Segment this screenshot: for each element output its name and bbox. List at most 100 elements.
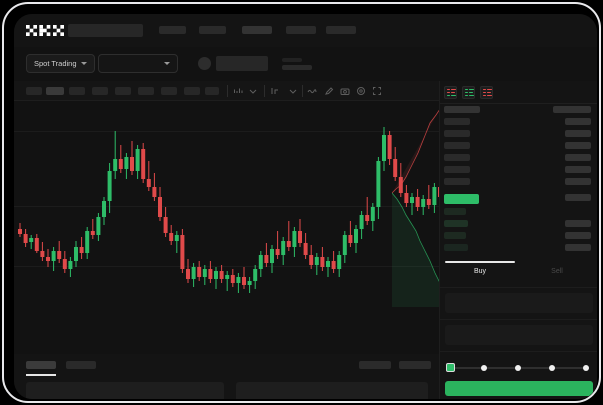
slider-stop-25[interactable]: [481, 364, 487, 371]
orderbook-ask-row-price[interactable]: [444, 166, 470, 173]
orders-action-1[interactable]: [359, 361, 391, 369]
toolbar-divider-3: [302, 85, 303, 97]
device-screen: Spot Trading: [14, 14, 597, 399]
market-type-label: Spot Trading: [34, 59, 77, 68]
nav-item-5[interactable]: [326, 26, 356, 34]
slider-handle[interactable]: [446, 363, 455, 372]
edit-pencil-icon[interactable]: [324, 86, 334, 96]
nav-item-4[interactable]: [286, 26, 316, 34]
orderbook-mode-asks-icon[interactable]: [480, 86, 493, 99]
orderbook-bid-row-size: [565, 244, 591, 251]
slider-stop-75[interactable]: [549, 364, 555, 371]
candlestick-series: [18, 127, 439, 293]
amount-percent-slider[interactable]: [446, 363, 589, 372]
stat-1-value: [282, 65, 312, 70]
chevron-down-icon[interactable]: [248, 86, 258, 96]
orderbook-bid-row-price[interactable]: [444, 220, 468, 227]
chevron-down-icon[interactable]: [288, 86, 298, 96]
chart-gridline: [14, 131, 439, 132]
chevron-down-icon: [164, 62, 170, 65]
orderbook-ask-row-price[interactable]: [444, 118, 470, 125]
form-divider-2: [440, 319, 597, 320]
global-search-input[interactable]: [68, 24, 143, 37]
orderbook-ask-row-price[interactable]: [444, 178, 470, 185]
timeframe-button-6[interactable]: [138, 87, 154, 95]
compare-icon[interactable]: [270, 86, 280, 96]
orderbook-spread-row-size: [565, 194, 591, 201]
fullscreen-icon[interactable]: [372, 86, 382, 96]
timeframe-button-1[interactable]: [26, 87, 42, 95]
slider-stop-50[interactable]: [515, 364, 521, 371]
chart-gridline: [14, 266, 439, 267]
slider-stop-100[interactable]: [583, 364, 589, 371]
orders-tab-indicator: [26, 374, 56, 376]
chevron-down-icon: [80, 62, 87, 65]
settings-icon[interactable]: [356, 86, 366, 96]
trading-pair-dropdown[interactable]: [98, 54, 178, 73]
market-depth-overlay: [392, 109, 440, 307]
orders-panel-left[interactable]: [26, 382, 224, 399]
okx-logo-icon[interactable]: [26, 25, 64, 36]
order-price-input[interactable]: [445, 293, 593, 313]
orderbook-panel: Buy Sell: [439, 81, 597, 399]
orderbook-ask-row-size: [565, 130, 591, 137]
orderbook-ask-row-size: [565, 154, 591, 161]
timeframe-button-9[interactable]: [205, 87, 219, 95]
market-type-dropdown[interactable]: Spot Trading: [26, 54, 95, 73]
timeframe-button-2[interactable]: [46, 87, 64, 95]
market-subheader: Spot Trading: [14, 47, 597, 112]
form-divider-1: [440, 287, 597, 288]
orderbook-bid-row-price[interactable]: [444, 244, 468, 251]
orderbook-display-modes: [444, 86, 493, 99]
volume-series: [14, 307, 439, 349]
orders-tab-active[interactable]: [26, 361, 56, 369]
nav-item-3[interactable]: [242, 26, 272, 34]
orders-tab-2[interactable]: [66, 361, 96, 369]
timeframe-button-4[interactable]: [92, 87, 108, 95]
stat-1-label: [282, 58, 302, 62]
toolbar-divider-2: [264, 85, 265, 97]
orders-panel-right[interactable]: [236, 382, 428, 399]
timeframe-button-7[interactable]: [161, 87, 177, 95]
orders-action-2[interactable]: [399, 361, 431, 369]
order-side-tab-sell[interactable]: Sell: [551, 268, 563, 275]
orderbook-bid-row-price[interactable]: [444, 232, 466, 239]
orderbook-ask-row-size: [565, 178, 591, 185]
orderbook-spread-row-price[interactable]: [444, 194, 479, 204]
orderbook-ask-row-price[interactable]: [444, 106, 480, 113]
order-amount-input[interactable]: [445, 325, 593, 345]
form-divider-3: [440, 351, 597, 352]
orderbook-ask-row-price[interactable]: [444, 130, 470, 137]
toolbar-divider-1: [227, 85, 228, 97]
camera-icon[interactable]: [340, 86, 350, 96]
orderbook-mode-bids-icon[interactable]: [462, 86, 475, 99]
nav-item-1[interactable]: [159, 26, 186, 34]
line-chart-icon[interactable]: [307, 86, 317, 96]
price-chart[interactable]: [14, 101, 439, 354]
orderbook-bid-row-size: [565, 220, 591, 227]
order-side-tab-buy[interactable]: Buy: [473, 268, 487, 275]
order-entry-form: [440, 287, 597, 399]
timeframe-button-5[interactable]: [115, 87, 131, 95]
orderbook-mode-both-icon[interactable]: [444, 86, 457, 99]
chart-gridline: [14, 206, 439, 207]
order-side-tabs: Buy Sell: [440, 261, 597, 287]
orderbook-ask-row-price[interactable]: [444, 142, 470, 149]
orderbook-ask-row-size: [553, 106, 591, 113]
timeframe-button-8[interactable]: [184, 87, 200, 95]
orderbook-header-divider: [440, 103, 597, 104]
orderbook-ask-row-price[interactable]: [444, 154, 470, 161]
nav-item-2[interactable]: [199, 26, 226, 34]
orderbook-bid-row-price[interactable]: [444, 208, 466, 215]
orderbook-ask-row-size: [565, 166, 591, 173]
indicator-icon[interactable]: [233, 86, 243, 96]
orderbook-rows[interactable]: [440, 106, 597, 253]
timeframe-button-3[interactable]: [69, 87, 85, 95]
orderbook-ask-row-size: [565, 118, 591, 125]
submit-order-button[interactable]: [445, 381, 593, 396]
order-side-tab-indicator: [445, 261, 515, 263]
top-navigation-bar: [14, 14, 597, 47]
orderbook-ask-row-size: [565, 142, 591, 149]
